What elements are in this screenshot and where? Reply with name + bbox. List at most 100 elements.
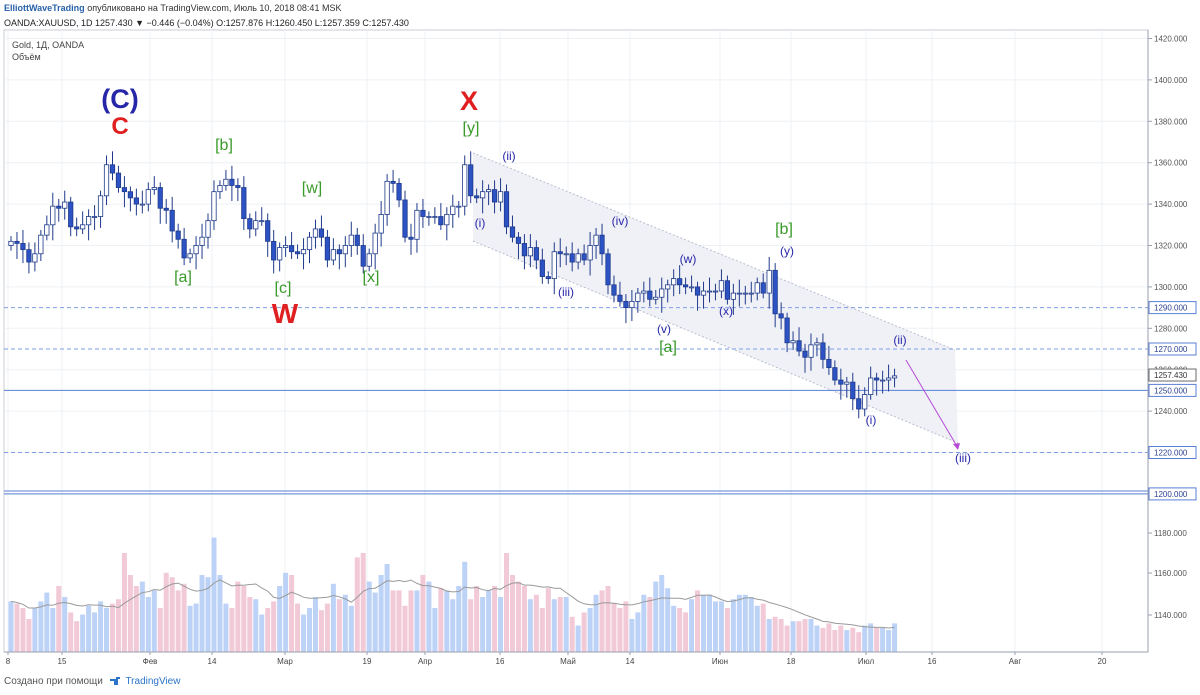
candle-body — [790, 340, 796, 344]
volume-ma-line — [10, 579, 895, 629]
candle-body — [181, 238, 187, 259]
x-tick-label: Апр — [418, 657, 433, 666]
volume-bar — [109, 603, 115, 652]
candle-body — [736, 292, 742, 295]
volume-bar — [133, 586, 139, 652]
volume-bar — [241, 586, 247, 652]
candle-body — [688, 286, 695, 289]
candle-body — [38, 234, 44, 255]
candle-body — [880, 379, 886, 382]
y-tick-label: 1420.000 — [1154, 35, 1188, 44]
volume-bar — [766, 619, 772, 652]
candle-body — [700, 290, 707, 296]
volume-bar — [569, 616, 575, 652]
volume-bar — [444, 590, 450, 652]
x-tick-label: 14 — [626, 657, 635, 666]
candle-body — [587, 245, 593, 261]
volume-bar — [772, 616, 778, 652]
volume-bar — [62, 597, 68, 652]
candle-body — [515, 236, 522, 244]
candle-body — [730, 292, 736, 300]
candle-body — [635, 292, 641, 302]
candle-body — [199, 236, 205, 246]
level-label-box — [1148, 383, 1197, 397]
candle-body — [808, 344, 814, 358]
arrow-head-icon — [953, 443, 960, 450]
volume-bar — [892, 623, 898, 652]
volume-bar — [635, 612, 641, 652]
candle-body — [342, 245, 348, 255]
volume-bar — [438, 588, 444, 652]
wave-label: (ii) — [502, 149, 515, 163]
volume-bar — [92, 612, 98, 652]
volume-bar — [14, 603, 20, 652]
candle-body — [474, 195, 480, 199]
candle-body — [551, 251, 557, 280]
volume-bar — [587, 608, 593, 652]
wave-label: C — [111, 113, 128, 140]
footer: Создано при помощи TradingView — [4, 676, 180, 687]
candle-body — [623, 300, 629, 309]
candle-body — [68, 201, 74, 228]
candle-body — [497, 191, 504, 203]
vol-tick-label: 1160.000 — [1154, 569, 1187, 578]
volume-bar — [151, 590, 157, 652]
candle-body — [348, 234, 354, 246]
volume-bar — [730, 599, 736, 652]
wave-label: [w] — [302, 180, 322, 197]
candle-body — [862, 394, 868, 410]
candle-body — [115, 172, 122, 188]
volume-bar — [247, 597, 253, 652]
author-link[interactable]: ElliottWaveTrading — [4, 3, 85, 13]
volume-bar — [307, 608, 312, 652]
volume-bar — [450, 599, 456, 652]
volume-bar — [342, 594, 348, 652]
x-tick-label: 8 — [6, 657, 11, 666]
volume-bar — [277, 586, 283, 652]
volume-bar — [599, 590, 605, 652]
volume-bar — [360, 553, 366, 652]
volume-bar — [181, 583, 187, 652]
volume-bar — [115, 599, 121, 652]
volume-bar — [623, 601, 629, 652]
volume-bar — [462, 561, 468, 652]
candle-body — [223, 178, 229, 186]
volume-bar — [8, 601, 14, 652]
volume-bar — [653, 581, 659, 652]
candle-body — [50, 205, 56, 226]
volume-bar — [330, 583, 336, 652]
candle-body — [109, 164, 116, 174]
candle-body — [414, 209, 420, 240]
candle-body — [294, 251, 301, 255]
volume-bar — [38, 601, 44, 652]
candle-body — [629, 300, 635, 309]
candle-body — [659, 288, 665, 298]
x-tick-label: Мар — [277, 657, 293, 666]
candle-body — [491, 189, 498, 203]
volume-bar — [629, 619, 635, 652]
candle-body — [121, 187, 128, 193]
candle-body — [426, 216, 432, 218]
candle-body — [211, 191, 217, 222]
volume-bar — [295, 603, 301, 652]
candle-body — [641, 290, 647, 294]
candle-body — [539, 259, 545, 277]
wave-label: (iv) — [612, 214, 629, 228]
candle-body — [575, 253, 581, 263]
candle-body — [402, 199, 408, 238]
candle-body — [169, 209, 175, 232]
footer-brand[interactable]: TradingView — [125, 676, 181, 687]
wave-label: (C) — [101, 84, 138, 114]
candle-body — [468, 164, 474, 197]
x-tick-label: Май — [560, 657, 576, 666]
volume-bar — [414, 590, 420, 652]
candle-body — [766, 269, 772, 294]
candle-body — [485, 189, 492, 193]
volume-bar — [832, 630, 838, 652]
candle-body — [653, 296, 659, 300]
candle-body — [611, 284, 617, 296]
symbol-info-line: OANDA:XAUUSD, 1D 1257.430 ▼ −0.446 (−0.0… — [4, 18, 409, 28]
x-tick-label: 16 — [496, 657, 505, 666]
volume-bar — [802, 619, 808, 652]
